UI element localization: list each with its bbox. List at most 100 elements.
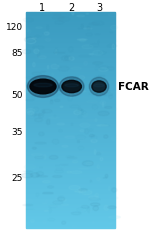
Polygon shape xyxy=(26,133,115,134)
Ellipse shape xyxy=(62,80,81,93)
Polygon shape xyxy=(26,225,115,226)
Ellipse shape xyxy=(79,189,87,191)
Ellipse shape xyxy=(57,123,65,125)
Ellipse shape xyxy=(46,119,50,125)
Polygon shape xyxy=(26,14,115,15)
Polygon shape xyxy=(26,167,115,168)
Ellipse shape xyxy=(93,85,101,90)
Polygon shape xyxy=(26,115,115,116)
Polygon shape xyxy=(26,175,115,176)
Text: 85: 85 xyxy=(11,49,23,58)
Polygon shape xyxy=(26,92,115,93)
Ellipse shape xyxy=(61,56,72,61)
Polygon shape xyxy=(26,27,115,28)
Polygon shape xyxy=(26,97,115,98)
Polygon shape xyxy=(26,71,115,72)
Polygon shape xyxy=(26,148,115,149)
Polygon shape xyxy=(26,23,115,24)
Polygon shape xyxy=(26,116,115,117)
Ellipse shape xyxy=(93,206,99,211)
Polygon shape xyxy=(26,132,115,133)
Ellipse shape xyxy=(67,171,71,173)
Polygon shape xyxy=(26,120,115,121)
Polygon shape xyxy=(26,180,115,181)
Ellipse shape xyxy=(92,83,102,88)
Ellipse shape xyxy=(72,12,74,15)
Polygon shape xyxy=(26,221,115,222)
Polygon shape xyxy=(26,40,115,41)
Polygon shape xyxy=(26,139,115,140)
Polygon shape xyxy=(26,55,115,56)
Polygon shape xyxy=(26,13,115,14)
Ellipse shape xyxy=(77,15,85,17)
Polygon shape xyxy=(26,12,115,13)
Ellipse shape xyxy=(32,72,41,75)
Ellipse shape xyxy=(49,155,58,159)
Polygon shape xyxy=(26,75,115,76)
Polygon shape xyxy=(26,135,115,136)
Ellipse shape xyxy=(30,79,56,94)
Polygon shape xyxy=(26,94,115,95)
Polygon shape xyxy=(26,198,115,199)
Polygon shape xyxy=(26,47,115,48)
Polygon shape xyxy=(26,199,115,200)
Polygon shape xyxy=(26,124,115,125)
Polygon shape xyxy=(26,119,115,120)
Polygon shape xyxy=(26,112,115,113)
Polygon shape xyxy=(26,172,115,173)
Polygon shape xyxy=(26,60,115,61)
Polygon shape xyxy=(26,206,115,207)
Polygon shape xyxy=(26,168,115,169)
Polygon shape xyxy=(26,137,115,138)
Ellipse shape xyxy=(105,174,108,177)
Polygon shape xyxy=(26,187,115,188)
Polygon shape xyxy=(26,145,115,146)
Polygon shape xyxy=(26,82,115,83)
Polygon shape xyxy=(26,163,115,164)
Polygon shape xyxy=(26,33,115,34)
Ellipse shape xyxy=(32,38,36,39)
Polygon shape xyxy=(26,174,115,175)
Ellipse shape xyxy=(98,111,109,116)
Ellipse shape xyxy=(63,88,71,93)
Polygon shape xyxy=(26,143,115,144)
Polygon shape xyxy=(26,162,115,163)
Polygon shape xyxy=(26,18,115,19)
Ellipse shape xyxy=(53,175,62,178)
Polygon shape xyxy=(26,157,115,158)
Ellipse shape xyxy=(75,191,86,192)
Text: 50: 50 xyxy=(11,91,23,100)
Polygon shape xyxy=(26,49,115,50)
Ellipse shape xyxy=(109,216,120,219)
Polygon shape xyxy=(26,72,115,73)
Polygon shape xyxy=(26,69,115,70)
Polygon shape xyxy=(26,70,115,71)
Ellipse shape xyxy=(26,108,35,113)
Polygon shape xyxy=(26,123,115,124)
Polygon shape xyxy=(26,219,115,220)
Polygon shape xyxy=(26,98,115,99)
Polygon shape xyxy=(26,57,115,58)
Ellipse shape xyxy=(43,110,45,113)
Polygon shape xyxy=(26,19,115,20)
Polygon shape xyxy=(26,65,115,66)
Polygon shape xyxy=(26,34,115,35)
Ellipse shape xyxy=(62,221,66,224)
Ellipse shape xyxy=(30,173,39,178)
Ellipse shape xyxy=(104,205,109,210)
Polygon shape xyxy=(26,142,115,143)
Ellipse shape xyxy=(86,162,93,165)
Ellipse shape xyxy=(71,171,82,174)
Polygon shape xyxy=(26,31,115,32)
Polygon shape xyxy=(26,36,115,37)
Polygon shape xyxy=(26,50,115,51)
Polygon shape xyxy=(26,103,115,104)
Polygon shape xyxy=(26,152,115,153)
Polygon shape xyxy=(26,105,115,106)
Ellipse shape xyxy=(51,64,59,69)
Ellipse shape xyxy=(24,37,36,42)
Polygon shape xyxy=(26,161,115,162)
Polygon shape xyxy=(26,79,115,80)
Polygon shape xyxy=(26,213,115,214)
Ellipse shape xyxy=(32,147,36,149)
